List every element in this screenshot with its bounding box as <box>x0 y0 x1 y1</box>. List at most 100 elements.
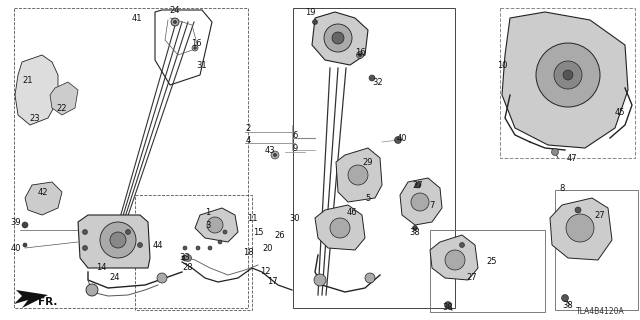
Circle shape <box>358 53 362 57</box>
Text: 42: 42 <box>38 188 48 196</box>
Text: 14: 14 <box>96 263 106 273</box>
Polygon shape <box>78 215 150 268</box>
Circle shape <box>445 250 465 270</box>
Text: 7: 7 <box>429 201 435 210</box>
Circle shape <box>348 165 368 185</box>
Circle shape <box>196 246 200 250</box>
Polygon shape <box>14 290 48 308</box>
Circle shape <box>445 301 451 308</box>
Polygon shape <box>400 178 442 225</box>
Text: 44: 44 <box>153 241 163 250</box>
Text: 16: 16 <box>355 47 365 57</box>
Circle shape <box>110 232 126 248</box>
Polygon shape <box>336 148 382 202</box>
Circle shape <box>125 229 131 235</box>
Text: 5: 5 <box>365 194 371 203</box>
Bar <box>14 8 248 308</box>
Circle shape <box>411 193 429 211</box>
Text: 43: 43 <box>265 146 275 155</box>
Circle shape <box>171 18 179 26</box>
Circle shape <box>324 24 352 52</box>
Text: 10: 10 <box>497 60 508 69</box>
Text: FR.: FR. <box>38 297 58 307</box>
Text: 33: 33 <box>180 253 190 262</box>
Text: TLA4B4120A: TLA4B4120A <box>575 308 625 316</box>
Text: 11: 11 <box>247 213 257 222</box>
Circle shape <box>86 284 98 296</box>
Circle shape <box>22 222 28 228</box>
Text: 1: 1 <box>205 207 211 217</box>
Bar <box>135 195 252 310</box>
Circle shape <box>271 151 279 159</box>
Text: 38: 38 <box>410 228 420 236</box>
Polygon shape <box>195 208 238 242</box>
Circle shape <box>552 148 559 156</box>
Circle shape <box>314 274 326 286</box>
Circle shape <box>330 218 350 238</box>
Bar <box>430 230 545 312</box>
Circle shape <box>356 52 364 59</box>
Text: 20: 20 <box>263 244 273 252</box>
Circle shape <box>566 214 594 242</box>
Circle shape <box>183 246 187 250</box>
Text: 38: 38 <box>443 303 453 313</box>
Bar <box>500 8 635 158</box>
Circle shape <box>173 20 177 23</box>
Circle shape <box>575 207 581 213</box>
Text: 19: 19 <box>305 7 316 17</box>
Circle shape <box>208 246 212 250</box>
Text: 6: 6 <box>292 131 298 140</box>
Text: 45: 45 <box>615 108 625 116</box>
Text: 41: 41 <box>132 13 142 22</box>
Text: 3: 3 <box>205 220 211 229</box>
Circle shape <box>83 229 88 235</box>
Circle shape <box>563 70 573 80</box>
Circle shape <box>207 217 223 233</box>
Circle shape <box>100 222 136 258</box>
Text: 39: 39 <box>11 218 21 227</box>
Text: 4: 4 <box>245 135 251 145</box>
Text: 18: 18 <box>243 247 253 257</box>
Polygon shape <box>502 12 628 148</box>
Circle shape <box>138 243 143 247</box>
Circle shape <box>184 254 191 261</box>
Text: 8: 8 <box>559 183 564 193</box>
Text: 17: 17 <box>267 277 277 286</box>
Text: 24: 24 <box>109 274 120 283</box>
Polygon shape <box>50 82 78 115</box>
Bar <box>555 190 638 310</box>
Circle shape <box>413 226 417 230</box>
Text: 23: 23 <box>29 114 40 123</box>
Text: 9: 9 <box>292 143 298 153</box>
Circle shape <box>332 32 344 44</box>
Circle shape <box>312 20 317 25</box>
Circle shape <box>223 230 227 234</box>
Circle shape <box>365 273 375 283</box>
Text: 25: 25 <box>487 258 497 267</box>
Text: 16: 16 <box>191 38 202 47</box>
Bar <box>293 8 455 308</box>
Text: 31: 31 <box>196 60 207 69</box>
Circle shape <box>218 240 222 244</box>
Text: 46: 46 <box>347 207 357 217</box>
Text: 38: 38 <box>563 300 573 309</box>
Text: 27: 27 <box>413 180 423 189</box>
Polygon shape <box>315 205 365 250</box>
Polygon shape <box>25 182 62 215</box>
Polygon shape <box>312 12 368 65</box>
Circle shape <box>273 154 276 156</box>
Circle shape <box>83 245 88 251</box>
Circle shape <box>536 43 600 107</box>
Text: 47: 47 <box>566 154 577 163</box>
Text: 15: 15 <box>253 228 263 236</box>
Circle shape <box>369 75 375 81</box>
Circle shape <box>554 61 582 89</box>
Text: 21: 21 <box>23 76 33 84</box>
Text: 40: 40 <box>397 133 407 142</box>
Text: 2: 2 <box>245 124 251 132</box>
Circle shape <box>194 47 196 49</box>
Text: 26: 26 <box>275 230 285 239</box>
Polygon shape <box>550 198 612 260</box>
Text: 28: 28 <box>182 263 193 273</box>
Circle shape <box>182 255 188 261</box>
